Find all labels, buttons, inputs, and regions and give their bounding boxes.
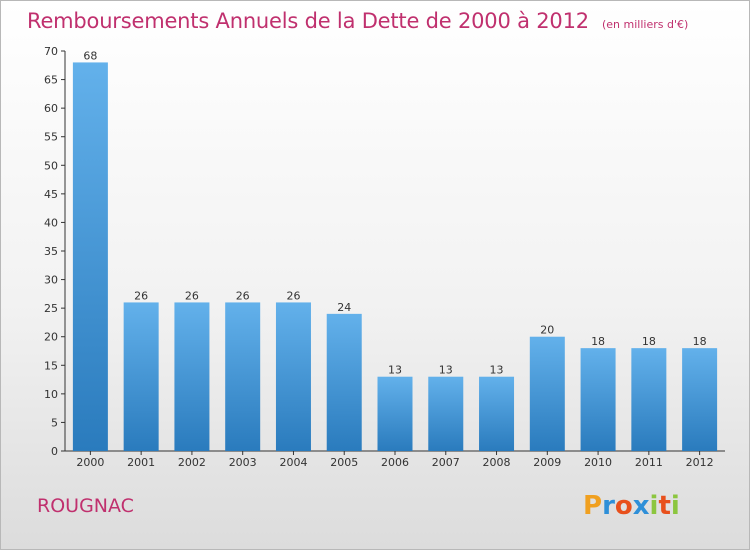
bar-value-label: 26: [286, 289, 300, 302]
bar-2009: [529, 336, 565, 451]
bar-2003: [225, 302, 261, 451]
bar-2008: [479, 376, 515, 451]
bar-value-label: 24: [337, 301, 351, 314]
y-tick-label: 5: [51, 416, 58, 429]
y-tick-label: 50: [44, 159, 58, 172]
y-tick-label: 45: [44, 188, 58, 201]
x-tick-label: 2003: [229, 456, 257, 469]
chart-title-row: Remboursements Annuels de la Dette de 20…: [27, 9, 688, 33]
axes: 0 5 10 15 20 25 30 35 40 45 50 55 60 65 70: [44, 45, 725, 458]
bar-2000: [72, 62, 108, 452]
bar-2002: [174, 302, 210, 451]
bar-value-label: 18: [642, 335, 656, 348]
y-tick-label: 55: [44, 131, 58, 144]
x-tick-label: 2009: [533, 456, 561, 469]
bar-value-label: 68: [83, 49, 97, 62]
y-tick-label: 70: [44, 45, 58, 58]
bar-2011: [631, 348, 667, 451]
bar-value-label: 13: [490, 364, 504, 377]
bar-value-label: 26: [185, 289, 199, 302]
x-tick-label: 2000: [76, 456, 104, 469]
x-tick-label: 2012: [686, 456, 714, 469]
y-tick-label: 60: [44, 102, 58, 115]
x-tick-label: 2001: [127, 456, 155, 469]
chart-subtitle: (en milliers d'€): [602, 18, 689, 31]
bar-2007: [428, 376, 464, 451]
bar-value-label: 26: [236, 289, 250, 302]
x-tick-label: 2010: [584, 456, 612, 469]
x-tick-label: 2002: [178, 456, 206, 469]
bars: [72, 62, 718, 452]
bar-value-label: 13: [439, 364, 453, 377]
bar-2006: [377, 376, 413, 451]
bar-value-label: 26: [134, 289, 148, 302]
logo-letter: i: [649, 491, 659, 521]
logo-letter: P: [583, 491, 603, 521]
y-tick-label: 35: [44, 245, 58, 258]
proxiti-logo[interactable]: Proxiti: [583, 491, 680, 521]
bar-value-label: 18: [693, 335, 707, 348]
place-name: ROUGNAC: [37, 495, 134, 517]
y-tick-label: 20: [44, 331, 58, 344]
logo-letter: o: [614, 491, 633, 521]
bar-2010: [580, 348, 616, 451]
y-tick-label: 15: [44, 359, 58, 372]
x-tick-label: 2006: [381, 456, 409, 469]
logo-letter: t: [658, 491, 671, 521]
bar-2005: [326, 313, 362, 451]
bar-value-label: 18: [591, 335, 605, 348]
y-tick-label: 25: [44, 302, 58, 315]
logo-letter: i: [670, 491, 680, 521]
y-tick-label: 65: [44, 74, 58, 87]
chart-title: Remboursements Annuels de la Dette de 20…: [27, 9, 589, 33]
y-tick-label: 10: [44, 388, 58, 401]
x-tick-label: 2008: [483, 456, 511, 469]
bar-2004: [275, 302, 311, 451]
x-tick-label: 2007: [432, 456, 460, 469]
bar-value-label: 13: [388, 364, 402, 377]
logo-letter: x: [632, 491, 650, 521]
x-tick-label: 2004: [279, 456, 307, 469]
bar-2001: [123, 302, 159, 451]
x-tick-label: 2011: [635, 456, 663, 469]
x-tick-label: 2005: [330, 456, 358, 469]
bar-2012: [682, 348, 718, 451]
y-tick-label: 0: [51, 445, 58, 458]
labels: 2000 68 2001 26 2002 26 2003 26 2004 26 2005 24 2006…: [76, 49, 713, 469]
y-tick-label: 30: [44, 274, 58, 287]
logo-letter: r: [602, 491, 615, 521]
bar-value-label: 20: [540, 324, 554, 337]
y-tick-label: 40: [44, 216, 58, 229]
